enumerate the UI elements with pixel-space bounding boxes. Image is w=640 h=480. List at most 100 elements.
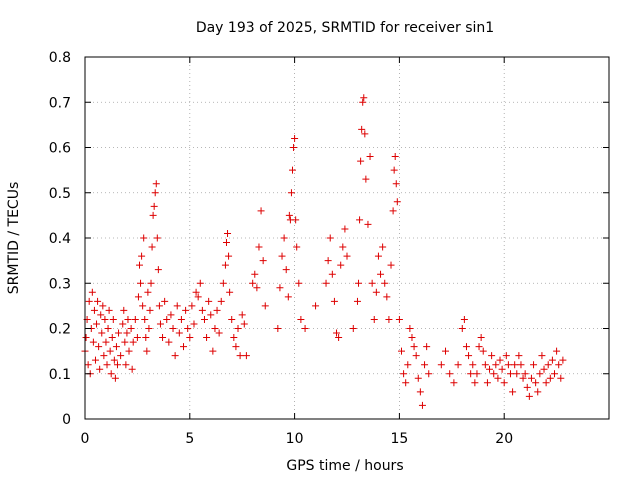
data-point [333, 329, 341, 337]
data-point [548, 356, 556, 364]
data-point [165, 338, 173, 346]
data-point [410, 343, 418, 351]
data-point [99, 302, 107, 310]
data-point [387, 261, 395, 269]
data-point [153, 234, 161, 242]
data-series [81, 94, 567, 409]
y-tick-label: 0.8 [49, 50, 71, 66]
data-point [96, 365, 104, 373]
data-point [209, 347, 217, 355]
data-point [249, 279, 257, 287]
data-point [111, 374, 119, 382]
data-point [123, 329, 131, 337]
data-point [362, 175, 370, 183]
data-point [88, 288, 96, 296]
data-point [232, 343, 240, 351]
data-point [534, 388, 542, 396]
data-point [295, 279, 303, 287]
data-point [230, 334, 238, 342]
data-point [515, 352, 523, 360]
data-point [182, 306, 190, 314]
data-point [437, 361, 445, 369]
data-point [357, 157, 365, 165]
data-point [102, 338, 110, 346]
data-point [226, 288, 234, 296]
data-point [416, 388, 424, 396]
data-point [203, 334, 211, 342]
data-point [91, 356, 99, 364]
data-point [492, 361, 500, 369]
data-point [335, 334, 343, 342]
data-point [143, 347, 151, 355]
data-point [89, 338, 97, 346]
data-point [292, 216, 300, 224]
data-point [553, 347, 561, 355]
data-point [525, 392, 533, 400]
data-point [297, 315, 305, 323]
data-point [205, 297, 213, 305]
data-point [137, 279, 145, 287]
data-point [184, 325, 192, 332]
data-point [171, 352, 179, 360]
data-point [374, 252, 382, 260]
data-point [131, 315, 139, 323]
data-point [359, 98, 367, 106]
data-point [228, 315, 236, 323]
data-point [215, 329, 223, 337]
data-point [454, 361, 462, 369]
data-point [483, 379, 491, 387]
data-point [95, 343, 103, 351]
data-point [173, 302, 181, 310]
data-point [127, 325, 135, 332]
data-point [207, 311, 215, 319]
data-point [194, 293, 202, 301]
data-point [289, 166, 297, 174]
data-point [458, 325, 466, 332]
data-point [242, 352, 250, 360]
data-point [475, 343, 483, 351]
data-point [326, 234, 334, 242]
data-point [312, 302, 320, 310]
data-point [504, 361, 512, 369]
data-point [500, 379, 508, 387]
data-point [392, 180, 400, 188]
data-point [460, 315, 468, 323]
data-point [236, 352, 244, 360]
data-point [225, 252, 233, 260]
data-point [211, 325, 219, 332]
data-point [251, 270, 259, 278]
y-tick-label: 0 [62, 412, 71, 428]
data-point [144, 288, 152, 296]
data-point [107, 370, 115, 378]
data-point [94, 297, 102, 305]
data-point [391, 153, 399, 161]
data-point [240, 320, 248, 328]
data-point [109, 315, 117, 323]
data-point [129, 338, 137, 346]
data-point [159, 334, 167, 342]
x-tick-label: 0 [81, 431, 90, 447]
data-point [366, 153, 374, 161]
data-point [103, 361, 111, 369]
data-point [406, 325, 414, 332]
data-point [511, 361, 519, 369]
data-point [559, 356, 567, 364]
data-point [154, 266, 162, 274]
data-point [82, 334, 90, 342]
data-point [496, 356, 504, 364]
x-tick-label: 20 [495, 431, 513, 447]
data-point [140, 234, 148, 242]
data-point [98, 329, 106, 337]
data-point [133, 334, 141, 342]
data-point [536, 370, 544, 378]
data-point [412, 352, 420, 360]
data-point [253, 284, 261, 292]
data-point [167, 311, 175, 319]
data-point [147, 279, 155, 287]
data-point [527, 374, 535, 382]
data-point [377, 270, 385, 278]
data-point [397, 347, 405, 355]
data-point [402, 379, 410, 387]
data-point [122, 361, 130, 369]
data-point [93, 320, 101, 328]
